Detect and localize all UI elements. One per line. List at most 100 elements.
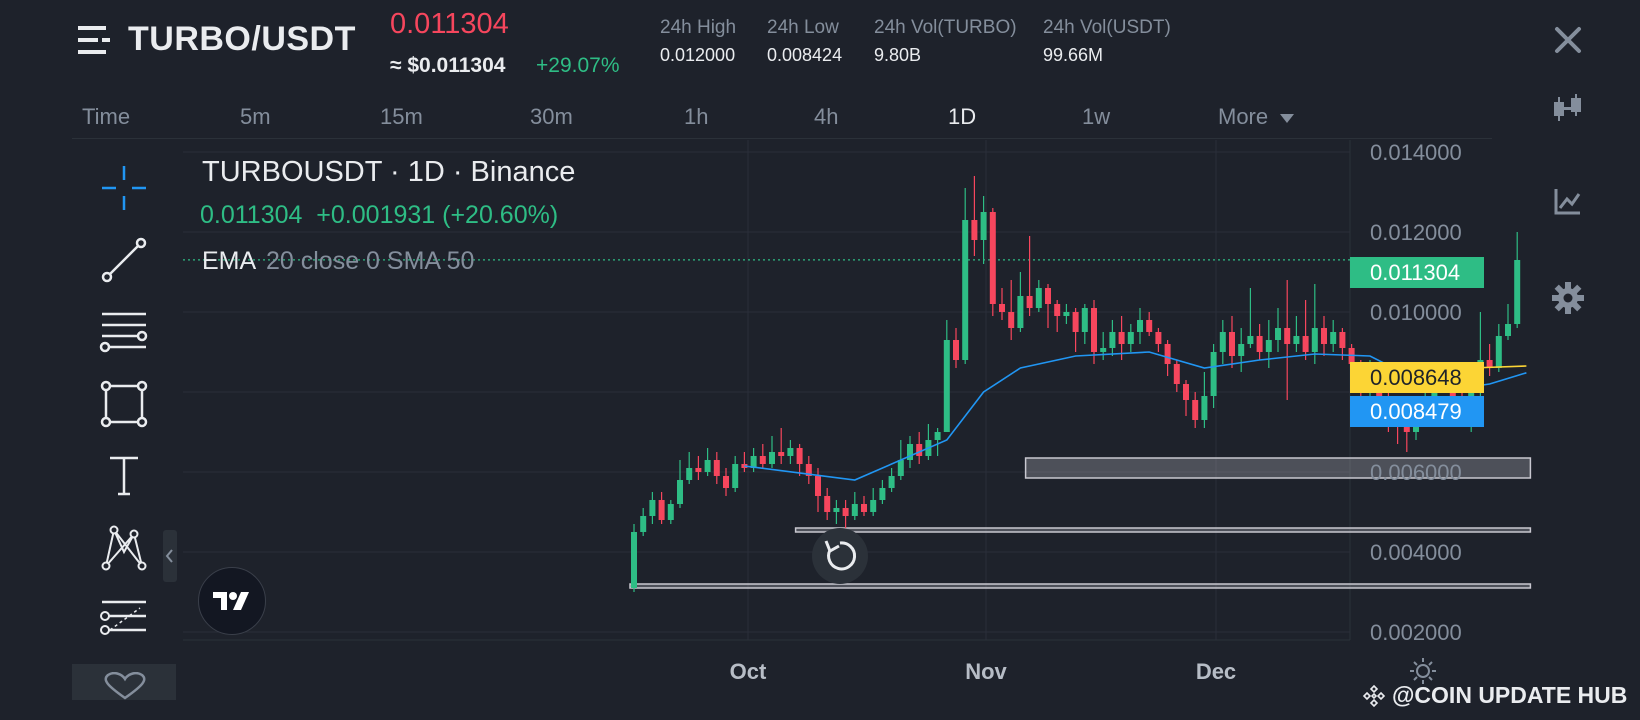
candle-body — [1247, 336, 1254, 344]
rectangle-icon[interactable] — [98, 378, 150, 430]
candle-body — [649, 500, 656, 516]
trend-line-icon[interactable] — [98, 234, 150, 286]
candle-body — [1164, 344, 1171, 364]
collapse-toolbar-button[interactable] — [163, 530, 177, 582]
candle-body — [667, 504, 674, 520]
last-price-tag: 0.011304 — [1350, 257, 1484, 288]
heart-icon[interactable] — [100, 672, 150, 700]
text-tool-icon[interactable] — [98, 450, 150, 502]
candle-body — [980, 212, 987, 240]
y-tick-label: 0.014000 — [1370, 140, 1462, 165]
candle-body — [723, 476, 729, 488]
stat-24h-low-label: 24h Low — [767, 17, 839, 38]
y-tick-label: 0.004000 — [1370, 540, 1462, 565]
ema-price-tag: 0.008479 — [1350, 396, 1484, 427]
candle-body — [943, 340, 950, 432]
candle-body — [870, 500, 877, 512]
candle-body — [1100, 348, 1107, 352]
candle-body — [1081, 308, 1088, 332]
horizontal-lines-icon[interactable] — [98, 306, 150, 358]
candle-body — [759, 456, 766, 464]
interval-bar: Time 5m 15m 30m 1h 4h 1D 1w More — [72, 94, 1492, 139]
crosshair-icon[interactable] — [98, 162, 150, 214]
sun-icon[interactable] — [1408, 656, 1438, 686]
tab-30m[interactable]: 30m — [530, 104, 573, 129]
tab-time[interactable]: Time — [82, 104, 131, 129]
candle-body — [1238, 344, 1245, 356]
menu-icon[interactable] — [78, 24, 112, 58]
stat-24h-low-value: 0.008424 — [767, 45, 843, 65]
candlestick-icon[interactable] — [1551, 92, 1585, 126]
support-zone — [794, 527, 1532, 533]
candle-body — [962, 220, 969, 360]
stat-vol-quote-label: 24h Vol(USDT) — [1043, 17, 1171, 38]
tab-15m[interactable]: 15m — [380, 104, 423, 129]
indicator-params[interactable]: 20 close 0 SMA 50 — [266, 247, 475, 275]
candle-body — [1183, 384, 1189, 400]
candle-body — [1514, 260, 1521, 324]
tab-more[interactable]: More — [1218, 104, 1295, 130]
candle-body — [778, 452, 785, 456]
candle-body — [713, 460, 720, 476]
candle-body — [1146, 320, 1153, 332]
candle-body — [1127, 332, 1134, 344]
candle-body — [916, 444, 923, 456]
candle-body — [953, 340, 959, 360]
candle-body — [658, 500, 665, 520]
chevron-left-icon — [165, 549, 173, 563]
binance-logo-icon — [1362, 684, 1386, 708]
tab-4h[interactable]: 4h — [814, 104, 839, 129]
candle-body — [879, 488, 886, 500]
candle-body — [1063, 312, 1070, 316]
candle-body — [1201, 396, 1208, 420]
stat-24h-high-label: 24h High — [660, 17, 737, 38]
support-zone — [1024, 457, 1532, 479]
last-price: 0.011304 — [390, 8, 509, 40]
candle-body — [750, 456, 757, 468]
candle-body — [815, 476, 821, 496]
tab-1d[interactable]: 1D — [948, 104, 977, 129]
tab-5m[interactable]: 5m — [240, 104, 271, 129]
candle-body — [833, 508, 840, 512]
fib-tool-icon[interactable] — [98, 594, 150, 646]
caret-down-icon — [1280, 114, 1295, 123]
candle-body — [989, 212, 996, 304]
x-tick-label: Nov — [965, 659, 1007, 684]
candle-body — [842, 508, 849, 516]
gear-icon[interactable] — [1551, 281, 1585, 315]
tab-1h[interactable]: 1h — [684, 104, 709, 129]
candle-body — [907, 444, 913, 460]
candle-body — [934, 432, 941, 440]
line-chart-icon[interactable] — [1551, 184, 1585, 218]
candle-body — [1045, 288, 1051, 304]
candle-body — [1495, 336, 1502, 368]
close-icon[interactable] — [1552, 24, 1584, 56]
candle-body — [704, 460, 711, 472]
sma-price-tag: 0.008648 — [1350, 362, 1484, 393]
candle-body — [695, 468, 702, 472]
pattern-icon[interactable] — [98, 522, 150, 574]
candle-body — [1321, 328, 1327, 344]
toolbar-footer — [72, 664, 176, 700]
candle-body — [1054, 304, 1061, 316]
y-tick-label: 0.010000 — [1370, 300, 1462, 325]
reset-chart-button[interactable] — [812, 528, 868, 584]
x-tick-label: Dec — [1196, 659, 1236, 684]
x-tick-label: Oct — [730, 659, 767, 684]
candle-body — [787, 448, 794, 456]
candle-body — [1330, 332, 1337, 344]
candle-body — [1109, 332, 1116, 348]
candle-body — [796, 448, 803, 464]
candle-body — [640, 516, 647, 532]
indicator-name[interactable]: EMA — [202, 247, 257, 275]
candle-body — [1072, 312, 1079, 332]
pair-title[interactable]: TURBO/USDT — [128, 20, 356, 58]
candle-body — [805, 464, 812, 476]
candle-body — [888, 476, 895, 488]
candle-body — [897, 460, 904, 476]
candle-body — [1192, 400, 1199, 420]
candle-body — [1035, 288, 1042, 308]
candle-body — [1431, 388, 1438, 400]
tab-1w[interactable]: 1w — [1082, 104, 1111, 129]
tradingview-logo[interactable] — [198, 567, 266, 635]
